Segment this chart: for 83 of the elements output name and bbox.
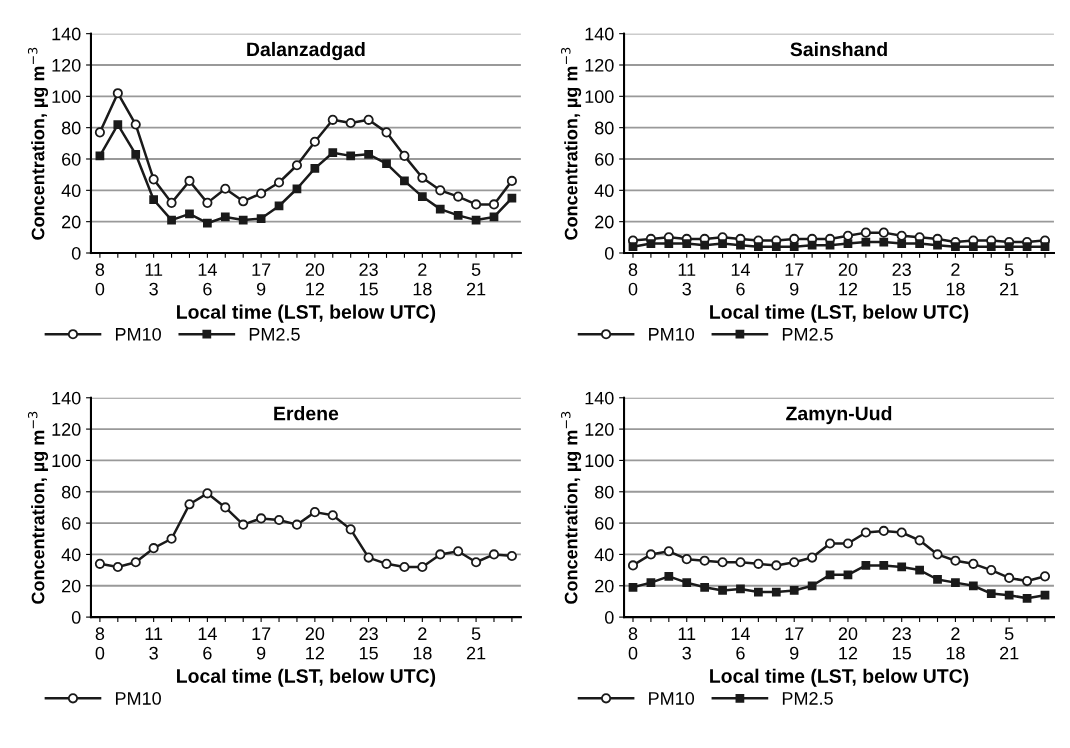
- x-tick-label: 14 6: [198, 627, 217, 660]
- y-tick-label: 0: [604, 246, 614, 260]
- x-tick-label: 20 12: [838, 263, 858, 296]
- y-tick-label: 140: [52, 27, 81, 41]
- y-tick-label: 100: [585, 90, 614, 104]
- y-axis-title: Concentration, µg m$^{−3}$: [27, 411, 49, 604]
- x-tick-label: 5 21: [466, 627, 486, 660]
- x-tick-label: 17 9: [252, 627, 271, 660]
- x-tick-label: 8 0: [628, 263, 638, 296]
- y-tick-label: 0: [604, 611, 614, 624]
- x-tick-label: 17 9: [785, 627, 804, 660]
- legend-label: PM10: [649, 692, 695, 705]
- y-tick-label: 140: [585, 27, 614, 41]
- y-tick-label: 120: [585, 58, 614, 72]
- x-axis-title: Local time (LST, below UTC): [177, 304, 436, 323]
- x-axis-title: Local time (LST, below UTC): [177, 668, 436, 687]
- x-tick-label: 8 0: [95, 627, 105, 660]
- chart-title: Erdene: [274, 406, 339, 421]
- y-axis-title: Concentration, µg m$^{−3}$: [561, 411, 582, 604]
- legend-label: PM10: [115, 327, 161, 341]
- x-axis-title: Local time (LST, below UTC): [710, 668, 969, 687]
- x-tick-label: 23 15: [892, 627, 911, 660]
- legend-label: PM10: [115, 692, 161, 705]
- x-tick-label: 23 15: [359, 627, 378, 660]
- x-tick-label: 11 3: [145, 627, 163, 660]
- x-tick-label: 23 15: [892, 263, 911, 296]
- x-tick-label: 8 0: [628, 627, 638, 660]
- chart-title: Zamyn-Uud: [786, 406, 892, 425]
- y-tick-label: 40: [61, 548, 81, 562]
- x-tick-label: 5 21: [466, 263, 486, 296]
- legend-label: PM2.5: [782, 692, 833, 705]
- y-axis-title: Concentration, µg m$^{−3}$: [27, 47, 49, 240]
- y-tick-label: 20: [595, 215, 614, 229]
- y-tick-label: 40: [61, 184, 81, 198]
- y-tick-label: 100: [52, 90, 81, 104]
- x-tick-label: 11 3: [678, 263, 696, 296]
- legend-label: PM2.5: [249, 327, 300, 341]
- x-tick-label: 20 12: [305, 263, 325, 296]
- y-tick-label: 120: [585, 423, 614, 436]
- x-tick-label: 11 3: [145, 263, 163, 296]
- x-tick-label: 17 9: [785, 263, 804, 296]
- y-axis-title: Concentration, µg m$^{−3}$: [561, 47, 582, 240]
- x-tick-label: 23 15: [359, 263, 378, 296]
- chart-title: Sainshand: [790, 41, 887, 57]
- y-tick-label: 0: [71, 246, 81, 260]
- x-tick-label: 14 6: [731, 627, 750, 660]
- x-tick-label: 2 18: [946, 263, 965, 296]
- y-tick-label: 0: [71, 611, 81, 624]
- chart-title: Dalanzadgad: [247, 41, 365, 61]
- y-tick-label: 20: [62, 579, 81, 593]
- y-tick-label: 60: [62, 517, 81, 530]
- y-tick-label: 40: [594, 548, 614, 562]
- y-tick-label: 140: [52, 391, 81, 405]
- x-tick-label: 20 12: [305, 627, 325, 660]
- x-tick-label: 14 6: [731, 263, 750, 296]
- y-tick-label: 80: [61, 121, 81, 135]
- x-tick-label: 5 21: [1000, 263, 1019, 296]
- y-tick-label: 60: [595, 517, 614, 530]
- y-tick-label: 20: [595, 579, 614, 593]
- x-tick-label: 2 18: [413, 263, 432, 296]
- x-tick-label: 2 18: [946, 627, 965, 660]
- y-tick-label: 80: [61, 485, 81, 499]
- legend-label: PM2.5: [782, 327, 833, 341]
- y-tick-label: 40: [594, 184, 614, 198]
- y-tick-label: 60: [62, 152, 81, 166]
- y-tick-label: 60: [595, 152, 614, 166]
- x-tick-label: 14 6: [198, 263, 217, 296]
- legend-label: PM10: [649, 327, 695, 341]
- y-tick-label: 80: [595, 485, 614, 499]
- y-tick-label: 100: [585, 454, 614, 468]
- x-axis-title: Local time (LST, below UTC): [710, 304, 969, 323]
- y-tick-label: 80: [595, 121, 614, 135]
- y-tick-label: 140: [585, 391, 614, 405]
- y-tick-label: 100: [52, 454, 81, 468]
- x-tick-label: 8 0: [95, 263, 105, 296]
- x-tick-label: 20 12: [838, 627, 858, 660]
- x-tick-label: 2 18: [413, 627, 432, 660]
- x-tick-label: 17 9: [252, 263, 271, 296]
- x-tick-label: 11 3: [678, 627, 696, 660]
- y-tick-label: 120: [52, 423, 81, 436]
- y-tick-label: 20: [62, 215, 81, 229]
- y-tick-label: 120: [52, 58, 81, 72]
- x-tick-label: 5 21: [1000, 627, 1019, 660]
